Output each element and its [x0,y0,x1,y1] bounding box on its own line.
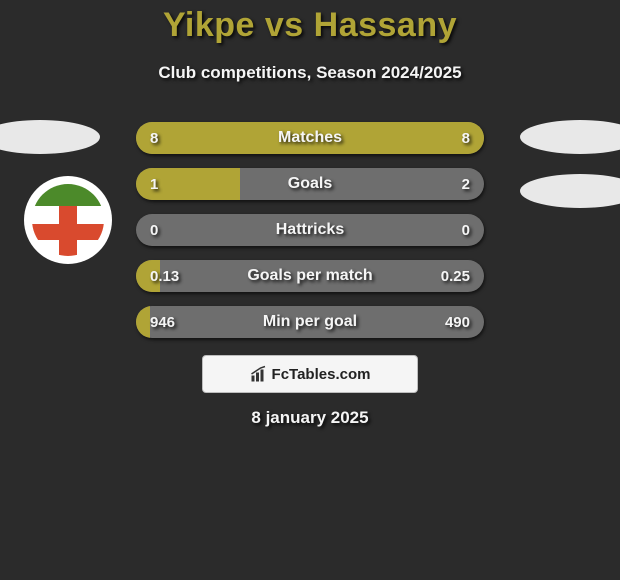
attribution-text: FcTables.com [272,366,371,383]
stat-row: 12Goals [136,168,484,200]
attribution-box: FcTables.com [202,355,418,393]
club-badge-left [24,176,112,264]
stat-row: 0.130.25Goals per match [136,260,484,292]
stat-row: 946490Min per goal [136,306,484,338]
stat-label: Min per goal [136,306,484,338]
chart-icon [250,365,268,383]
badge-stripe-top [32,184,104,206]
stats-panel: 88Matches 12Goals 00Hattricks 0.130.25Goals… [136,122,484,352]
page-title: Yikpe vs Hassany [0,6,620,45]
stat-label: Goals per match [136,260,484,292]
badge-stripe-horizontal [32,224,104,240]
page-subtitle: Club competitions, Season 2024/2025 [0,63,620,83]
stat-label: Matches [136,122,484,154]
date-stamp: 8 january 2025 [0,408,620,428]
stat-row: 88Matches [136,122,484,154]
stat-row: 00Hattricks [136,214,484,246]
stat-label: Hattricks [136,214,484,246]
stat-label: Goals [136,168,484,200]
